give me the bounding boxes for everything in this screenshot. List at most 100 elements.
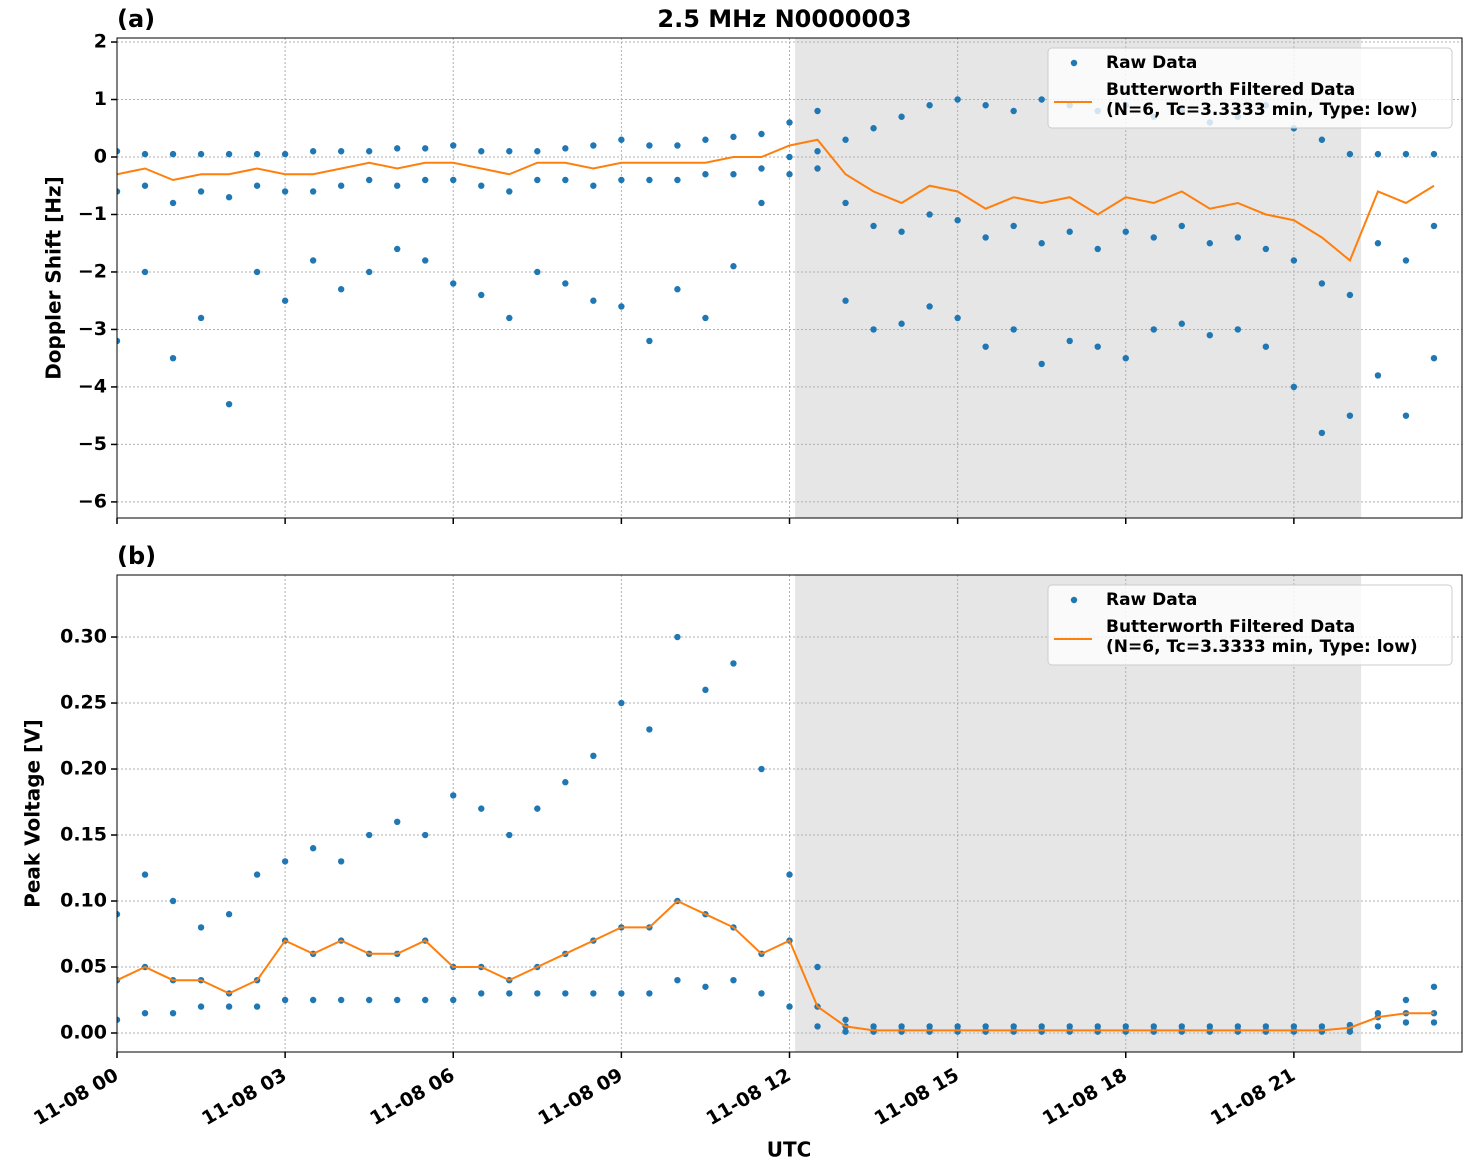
raw-point (618, 990, 625, 997)
raw-point (309, 257, 317, 264)
raw-point (1094, 245, 1101, 253)
raw-point (1374, 1023, 1382, 1030)
raw-point (281, 297, 289, 304)
y-tick-label: 0.30 (60, 626, 107, 648)
raw-point (1402, 150, 1410, 158)
raw-point (1010, 107, 1017, 115)
raw-point (926, 102, 933, 109)
x-tick-label: 11-08 15 (871, 1064, 963, 1130)
raw-point (758, 990, 765, 997)
raw-point (365, 996, 373, 1004)
raw-point (506, 314, 513, 322)
raw-point (450, 792, 457, 799)
raw-point (197, 1003, 205, 1010)
raw-point (814, 107, 821, 115)
y-tick-label: 0.15 (60, 824, 107, 846)
raw-point (730, 171, 737, 178)
raw-point (337, 858, 345, 865)
x-tick-label: 11-08 12 (702, 1064, 794, 1130)
raw-point (309, 188, 317, 195)
raw-point (394, 145, 401, 152)
raw-point (1430, 354, 1438, 362)
raw-point (1318, 429, 1326, 437)
legend: Raw Data Butterworth Filtered Data(N=6, T… (1047, 584, 1453, 666)
raw-point (954, 314, 961, 322)
raw-point (169, 354, 177, 362)
y-tick-label: 0.05 (60, 956, 107, 978)
raw-point (1430, 222, 1438, 230)
legend: Raw Data Butterworth Filtered Data(N=6, T… (1047, 47, 1453, 129)
raw-point (590, 142, 597, 149)
filtered-line (117, 899, 1434, 1032)
raw-point (281, 858, 289, 865)
raw-point (562, 176, 569, 184)
raw-point (730, 263, 737, 270)
raw-point (618, 303, 625, 310)
raw-point (898, 320, 905, 327)
raw-point (702, 983, 709, 990)
raw-point (1234, 326, 1242, 333)
raw-point (730, 133, 737, 141)
x-tick-label: 11-08 03 (198, 1064, 290, 1130)
raw-point (337, 996, 345, 1004)
raw-point (646, 142, 653, 149)
raw-point (758, 165, 765, 172)
raw-point (1262, 245, 1270, 253)
y-tick-label: −4 (78, 375, 107, 397)
y-axis-label: Peak Voltage [V] (21, 719, 45, 908)
raw-point (365, 268, 373, 276)
raw-point (1122, 228, 1129, 235)
raw-point (169, 897, 177, 905)
raw-point (197, 314, 205, 322)
raw-point (590, 752, 597, 760)
raw-point (842, 1028, 849, 1035)
raw-point (590, 297, 597, 304)
raw-point (478, 990, 485, 997)
raw-point (1038, 360, 1045, 368)
raw-point (1178, 320, 1185, 327)
raw-point (534, 268, 541, 276)
raw-point (1374, 240, 1382, 247)
raw-point (141, 150, 149, 158)
y-tick-label: 0.00 (60, 1021, 107, 1043)
raw-point (646, 990, 653, 997)
raw-point (141, 1009, 149, 1017)
raw-point (842, 297, 849, 304)
raw-point (478, 805, 485, 812)
raw-point (253, 1003, 261, 1010)
raw-point (814, 1023, 821, 1030)
raw-point (1066, 228, 1073, 235)
panel-label: (a) (117, 5, 155, 33)
raw-point (309, 996, 317, 1004)
raw-point (562, 280, 569, 287)
raw-point (506, 990, 513, 997)
raw-point (1066, 337, 1073, 345)
raw-point (926, 211, 933, 218)
raw-point (478, 291, 485, 299)
raw-point (590, 182, 597, 189)
raw-point (1150, 234, 1157, 241)
raw-point (117, 1016, 121, 1023)
raw-point (197, 924, 205, 931)
raw-point (1122, 354, 1129, 362)
raw-point (786, 171, 793, 178)
raw-point (702, 314, 709, 322)
raw-point (225, 194, 233, 201)
raw-point (506, 831, 513, 839)
y-tick-label: −3 (78, 318, 107, 340)
raw-point (870, 326, 877, 333)
raw-point (982, 234, 989, 241)
x-tick-label: 11-08 21 (1207, 1064, 1299, 1130)
raw-point (842, 136, 849, 143)
x-tick-label: 11-08 18 (1039, 1064, 1131, 1130)
raw-point (1346, 1028, 1354, 1035)
raw-point (702, 171, 709, 178)
raw-point (590, 990, 597, 997)
raw-point (281, 150, 289, 158)
raw-point (337, 286, 345, 293)
y-tick-label: 1 (94, 88, 107, 110)
raw-point (786, 153, 793, 161)
x-tick-label: 11-08 00 (30, 1064, 122, 1130)
raw-point (1094, 343, 1101, 350)
filtered-line (117, 138, 1435, 263)
